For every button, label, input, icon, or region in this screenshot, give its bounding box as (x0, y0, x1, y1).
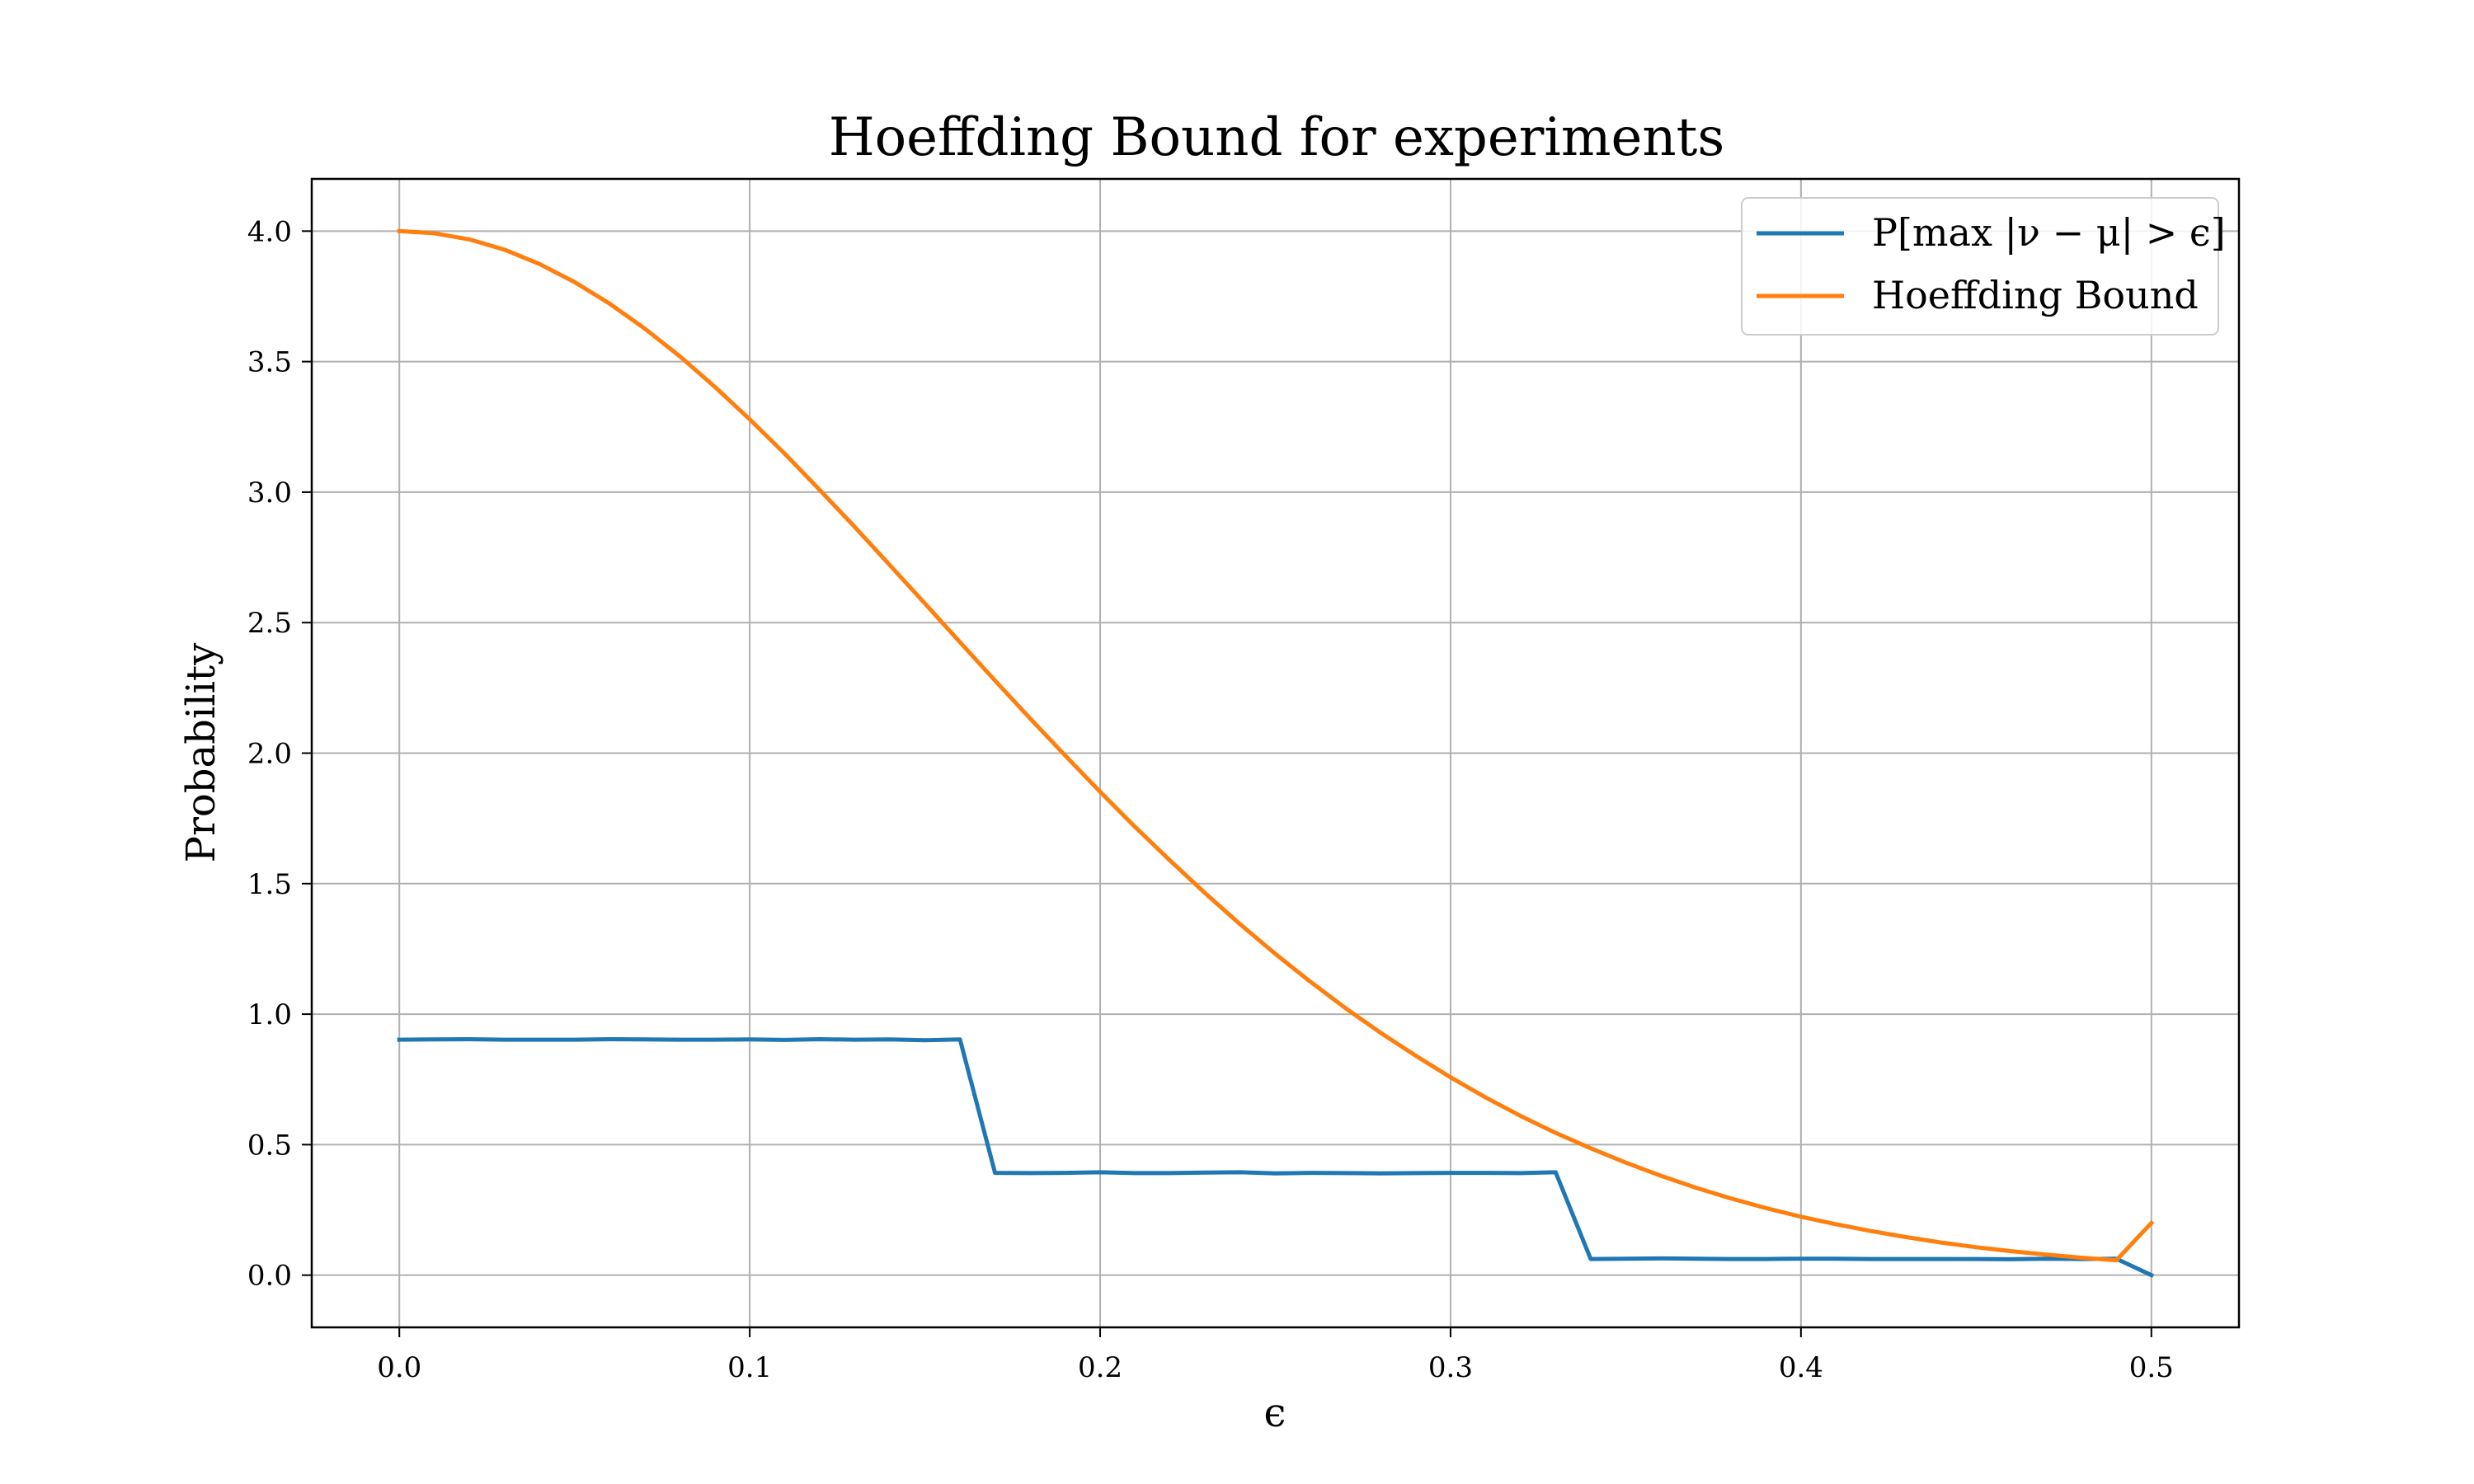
y-axis-label: Probability (178, 643, 224, 863)
y-tick-label: 3.5 (247, 346, 292, 379)
y-tick-label: 2.0 (247, 738, 292, 771)
y-tick-label: 0.0 (247, 1260, 292, 1293)
legend-box (1741, 197, 2219, 336)
y-tick-label: 1.0 (247, 998, 292, 1031)
chart-title: Hoeffding Bound for experiments (829, 107, 1724, 168)
legend-label-probability: P[max |ν − μ| > ϵ] (1872, 210, 2226, 255)
x-tick-label: 0.5 (2129, 1351, 2174, 1384)
y-tick-label: 0.5 (247, 1129, 292, 1162)
y-tick-label: 1.5 (247, 868, 292, 901)
grid-layer (312, 179, 2239, 1327)
y-tick-label: 2.5 (247, 607, 292, 640)
y-tick-label: 4.0 (247, 215, 292, 248)
tick-layer: 0.0 0.1 0.2 0.3 0.4 0.5 0.0 0.5 1.0 1.5 2.0 2.5 3.0 3… (247, 215, 2174, 1384)
x-tick-label: 0.1 (727, 1351, 772, 1384)
x-tick-label: 0.3 (1428, 1351, 1473, 1384)
legend: P[max |ν − μ| > ϵ] Hoeffding Bound (1741, 197, 2226, 336)
series-line-hoeffding (397, 228, 2155, 1263)
x-tick-label: 0.4 (1779, 1351, 1823, 1384)
x-tick-label: 0.0 (377, 1351, 421, 1384)
legend-label-hoeffding: Hoeffding Bound (1872, 273, 2199, 317)
x-axis-label: ϵ (1264, 1390, 1286, 1436)
series-line-probability (397, 1037, 2155, 1279)
y-tick-label: 3.0 (247, 477, 292, 510)
series-layer (397, 228, 2155, 1279)
x-tick-label: 0.2 (1078, 1351, 1122, 1384)
